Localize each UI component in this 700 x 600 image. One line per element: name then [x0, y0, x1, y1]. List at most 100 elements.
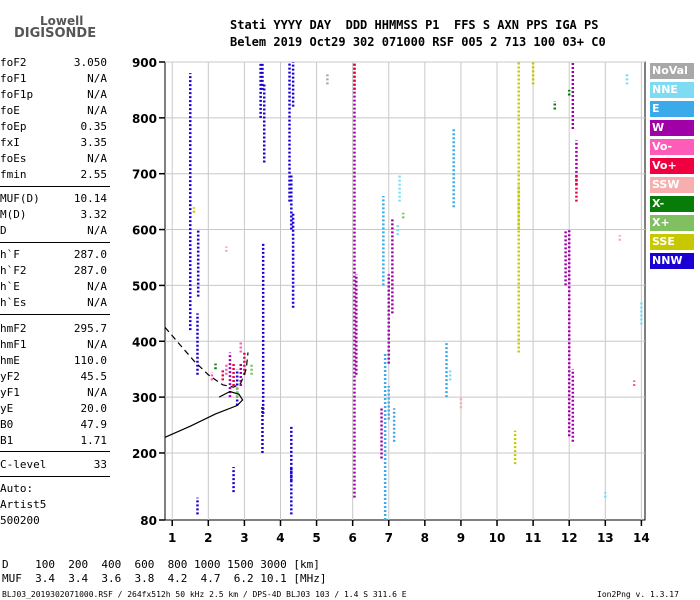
- divider: [0, 242, 110, 243]
- param-value: N/A: [87, 104, 107, 117]
- param-label: foF1p: [0, 88, 34, 101]
- param-value: N/A: [87, 338, 107, 351]
- param-value: 47.9: [80, 418, 108, 431]
- divider: [0, 451, 110, 452]
- y-tick-label: 400: [132, 335, 157, 349]
- param-value: 287.0: [73, 248, 107, 261]
- x-tick-label: 8: [421, 531, 429, 545]
- param-label: fxI: [0, 136, 20, 149]
- x-tick-label: 4: [276, 531, 284, 545]
- param-label: foF1: [0, 72, 27, 85]
- header-values: Belem 2019 Oct29 302 071000 RSF 005 2 71…: [230, 35, 606, 49]
- x-tick-label: 1: [168, 531, 176, 545]
- y-tick-label: 800: [132, 112, 157, 126]
- param-label: hmF2: [0, 322, 27, 335]
- x-tick-label: 2: [204, 531, 212, 545]
- y-tick-label: 700: [132, 168, 157, 182]
- trace-fit-curve: [164, 326, 249, 388]
- param-label: M(D): [0, 208, 27, 221]
- y-tick-label: 300: [132, 391, 157, 405]
- legend-label: SSE: [652, 235, 675, 248]
- autoscaling-label: Auto:: [0, 482, 34, 495]
- x-tick-label: 10: [489, 531, 506, 545]
- param-value: N/A: [87, 152, 107, 165]
- x-tick-label: 9: [457, 531, 465, 545]
- param-value: N/A: [87, 296, 107, 309]
- x-tick-label: 5: [312, 531, 320, 545]
- param-label: D: [0, 224, 7, 237]
- param-value: 45.5: [80, 370, 108, 383]
- y-tick-label: 600: [132, 224, 157, 238]
- x-tick-label: 14: [633, 531, 650, 545]
- param-label: h`F: [0, 248, 20, 261]
- param-value: 287.0: [73, 264, 107, 277]
- file-info: BLJ03_2019302071000.RSF / 264fx512h 50 k…: [2, 590, 407, 599]
- param-label: h`E: [0, 280, 20, 293]
- param-label: hmF1: [0, 338, 27, 351]
- legend-label: X-: [652, 197, 665, 210]
- param-label: h`F2: [0, 264, 27, 277]
- muf-distance-row: D 100 200 400 600 800 1000 1500 3000 [km…: [2, 558, 320, 571]
- param-label: foEs: [0, 152, 27, 165]
- header-labels: Stati YYYY DAY DDD HHMMSS P1 FFS S AXN P…: [230, 18, 599, 32]
- param-value: N/A: [87, 280, 107, 293]
- x-tick-label: 11: [525, 531, 542, 545]
- param-label: foEp: [0, 120, 27, 133]
- y-tick-label: 900: [132, 56, 157, 70]
- legend-label: Vo+: [652, 159, 677, 172]
- divider: [0, 314, 110, 315]
- param-value: 10.14: [73, 192, 107, 205]
- param-value: 0.35: [80, 120, 108, 133]
- logo-line2: DIGISONDE: [14, 26, 97, 41]
- param-label: hmE: [0, 354, 20, 367]
- legend-label: X+: [652, 216, 670, 229]
- param-label: fmin: [0, 168, 27, 181]
- param-value: 20.0: [80, 402, 108, 415]
- param-label: yF2: [0, 370, 20, 383]
- x-tick-label: 12: [561, 531, 578, 545]
- param-label: yE: [0, 402, 14, 415]
- x-tick-label: 7: [385, 531, 393, 545]
- param-value: 110.0: [73, 354, 107, 367]
- param-label: MUF(D): [0, 192, 40, 205]
- legend-item-e: E: [650, 101, 694, 117]
- legend-label: E: [652, 102, 660, 115]
- legend-item-ssw: SSW: [650, 177, 694, 193]
- param-value: N/A: [87, 224, 107, 237]
- muf-value-row: MUF 3.4 3.4 3.6 3.8 4.2 4.7 6.2 10.1 [MH…: [2, 572, 327, 585]
- version-info: Ion2Png v. 1.3.17: [597, 590, 679, 599]
- legend-item-nne: NNE: [650, 82, 694, 98]
- param-value: 3.050: [73, 56, 107, 69]
- legend-item-nnw: NNW: [650, 253, 694, 269]
- param-label: foF2: [0, 56, 27, 69]
- legend-label: W: [652, 121, 665, 134]
- divider: [0, 476, 110, 477]
- param-value: 3.32: [80, 208, 108, 221]
- param-value: 295.7: [73, 322, 107, 335]
- legend-item-sse: SSE: [650, 234, 694, 250]
- x-tick-label: 6: [348, 531, 356, 545]
- legend-label: NNE: [652, 83, 678, 96]
- param-label: C-level: [0, 458, 47, 471]
- logo-line1: Lowell: [40, 14, 84, 28]
- y-tick-label: 500: [132, 279, 157, 293]
- y-tick-label: 200: [132, 447, 157, 461]
- autoscaling-method: Artist5: [0, 498, 47, 511]
- param-label: yF1: [0, 386, 20, 399]
- legend-label: NNW: [652, 254, 683, 267]
- legend-item-noval: NoVal: [650, 63, 694, 79]
- legend-item-w: W: [650, 120, 694, 136]
- electron-density-profile: [164, 390, 244, 438]
- legend-label: SSW: [652, 178, 680, 191]
- param-label: B0: [0, 418, 14, 431]
- legend-item-vo-minus: Vo-: [650, 139, 694, 155]
- param-label: h`Es: [0, 296, 27, 309]
- x-tick-label: 3: [240, 531, 248, 545]
- param-label: B1: [0, 434, 14, 447]
- divider: [0, 186, 110, 187]
- param-label: foE: [0, 104, 20, 117]
- param-value: 1.71: [80, 434, 108, 447]
- legend-item-x-minus: X-: [650, 196, 694, 212]
- param-value: 33: [93, 458, 107, 471]
